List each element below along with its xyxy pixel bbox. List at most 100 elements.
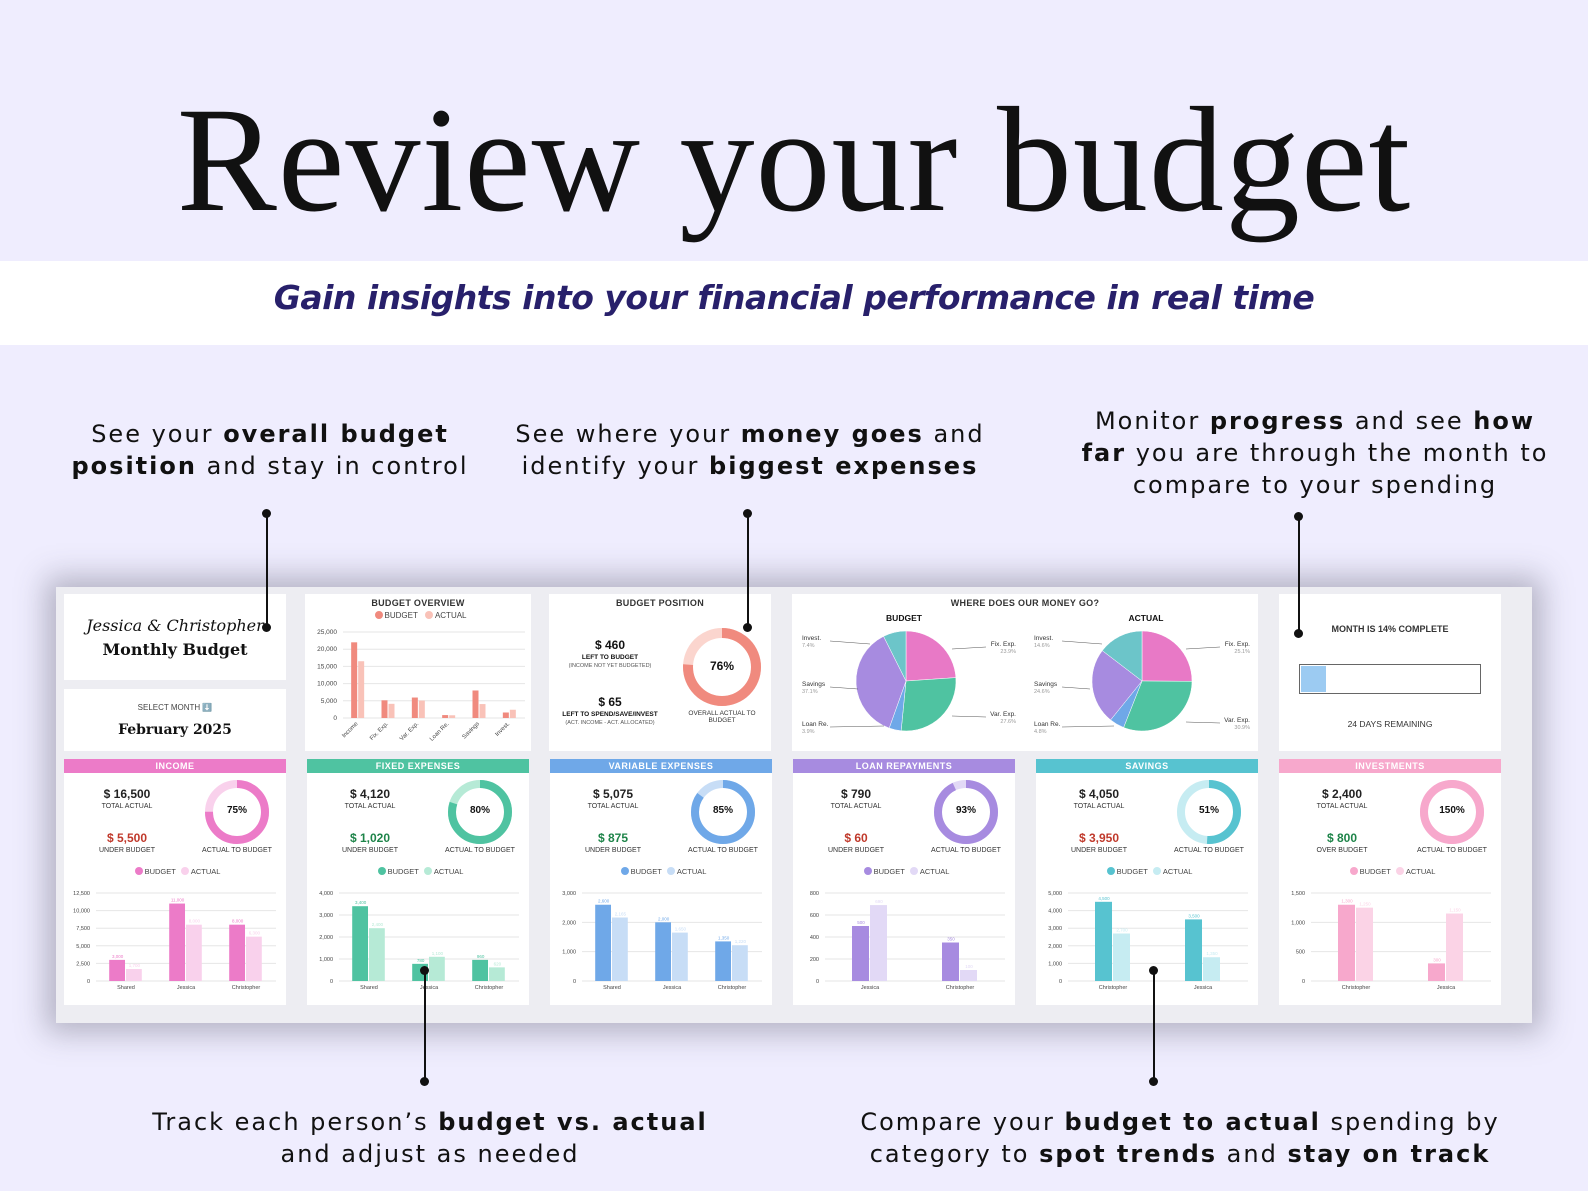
pie-leader-line [1061,640,1103,645]
pie-label-name: Savings [1034,681,1058,688]
total-actual-label: TOTAL ACTUAL [1073,803,1125,810]
category-header: INCOME [64,759,286,773]
pointer-line-3 [1298,516,1300,634]
month-select-card[interactable]: SELECT MONTH ⬇️ February 2025 [64,689,286,751]
x-category-label: Jessica [1194,985,1213,991]
budget-overview-title: BUDGET OVERVIEW [371,598,465,608]
bar-actual [1113,933,1130,981]
legend-actual-swatch [180,867,189,875]
x-category-label: Fix. Exp. [369,721,390,742]
x-category-label: Jessica [663,985,682,991]
bar-value-label: 6,300 [249,931,261,936]
bar-value-label: 1,350 [718,935,730,940]
legend-budget-swatch [1349,867,1358,875]
x-category-label: Jessica [177,985,196,991]
bar-actual [960,970,977,981]
y-tick-label: 0 [816,979,819,985]
pie-label-name: Var. Exp. [990,711,1016,718]
category-card-0: INCOME $ 16,500 TOTAL ACTUAL $ 5,500 UNDER B… [64,759,286,1005]
left-to-budget-label: LEFT TO BUDGET [581,654,639,661]
y-tick-label: 3,000 [1048,926,1062,932]
pointer-dot-2b [743,623,752,632]
bar-value-label: 1,650 [675,927,687,932]
category-header: VARIABLE EXPENSES [550,759,772,773]
pie-label-pct: 25.1% [1234,649,1250,655]
pointer-dot-3a [1294,512,1303,521]
left-to-spend-sub: (ACT. INCOME - ACT. ALLOCATED) [565,720,655,726]
legend-budget-label: BUDGET [1116,867,1148,876]
overview-bar-actual [449,715,456,718]
legend-actual-label: ACTUAL [1162,867,1193,876]
legend-budget-label: BUDGET [873,867,905,876]
bar-value-label: 3,000 [112,954,124,959]
y-tick-label: 600 [810,913,819,919]
category-header: SAVINGS [1036,759,1258,773]
bar-value-label: 300 [1433,957,1441,962]
difference-label: OVER BUDGET [1316,847,1368,854]
category-card-5: INVESTMENTS $ 2,400 TOTAL ACTUAL $ 800 OVER … [1279,759,1501,1005]
left-to-budget-value: $ 460 [594,638,626,652]
y-tick-label: 0 [1302,979,1305,985]
y-tick-label: 0 [330,979,333,985]
pie-slice [900,677,957,732]
pie-slice [1123,680,1193,732]
category-card-2: VARIABLE EXPENSES $ 5,075 TOTAL ACTUAL $ 87… [550,759,772,1005]
y-tick-label: 200 [810,957,819,963]
pie-label-name: Var. Exp. [1224,717,1250,724]
category-ring-chart [934,780,998,844]
pie-label-pct: 30.9% [1234,725,1250,731]
overall-ring-chart [683,628,761,706]
x-category-label: Shared [117,985,135,991]
legend-budget-label: BUDGET [144,867,176,876]
difference-value: $ 1,020 [349,831,391,845]
overview-bar-budget [411,697,418,718]
callout-track-person: Track each person’s budget vs. actual an… [152,1108,708,1168]
pointer-line-2 [747,513,749,627]
overview-bar-budget [351,642,358,718]
pie-label-name: Loan Re. [1034,721,1061,728]
bar-value-label: 100 [965,964,973,969]
category-ring-pct: 75% [226,805,247,816]
pie-slice [855,635,907,729]
bar-budget [852,926,869,981]
subtitle: Gain insights into your financial perfor… [273,278,1315,317]
pie-leader-line [829,640,871,645]
category-ring-label: ACTUAL TO BUDGET [688,847,758,854]
overall-ring-arc [683,628,761,706]
bar-value-label: 2,400 [372,922,384,927]
legend-budget-swatch [620,867,629,875]
pie-slice [905,630,957,682]
legend-actual-swatch [424,611,433,619]
month-progress-title: MONTH IS 14% COMPLETE [1331,624,1449,634]
legend-budget-label: BUDGET [1359,867,1391,876]
total-actual-value: $ 2,400 [1321,787,1363,801]
bar-actual [870,905,887,981]
bar-budget [1338,904,1355,981]
pointer-dot-5b [1149,1077,1158,1086]
legend-actual-swatch [423,867,432,875]
x-category-label: Christopher [1342,985,1371,991]
bar-value-label: 960 [477,954,485,959]
pie-leader-line [951,646,987,650]
month-select[interactable]: February 2025 [118,722,232,738]
legend-actual-label: ACTUAL [190,867,221,876]
budget-position-title: BUDGET POSITION [615,598,704,608]
budget-position-card: BUDGET POSITION $ 460 LEFT TO BUDGET (IN… [549,594,771,751]
x-category-label: Loan Re. [429,721,451,743]
overview-bar-actual [388,703,395,718]
pie-slice [1091,650,1143,721]
y-tick-label: 1,000 [562,950,576,956]
legend-budget-swatch [1106,867,1115,875]
x-category-label: Shared [360,985,378,991]
y-tick-label: 12,500 [73,891,90,897]
pie-label-name: Fix. Exp. [1225,641,1250,648]
pointer-dot-1b [262,623,271,632]
pie-leader-line [951,715,987,718]
legend-budget-swatch [374,611,383,619]
pie-label-pct: 14.6% [1034,643,1050,649]
difference-label: UNDER BUDGET [98,847,155,854]
pie-label-pct: 3.9% [802,729,815,735]
category-ring-arc [934,780,998,844]
bar-value-label: 2,700 [1116,927,1128,932]
bar-budget [942,942,959,981]
